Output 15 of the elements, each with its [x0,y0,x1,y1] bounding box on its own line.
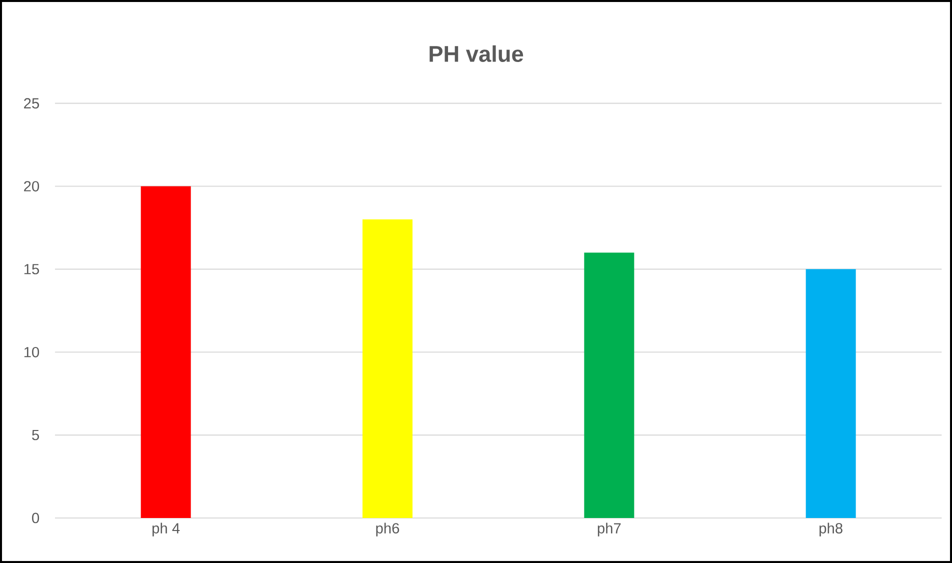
y-tick-label: 0 [32,512,40,524]
bar [140,186,191,518]
x-tick-label: ph6 [376,522,400,536]
x-tick-label: ph 4 [152,522,180,536]
bar [584,252,634,518]
y-tick-label: 25 [24,98,39,109]
x-tick-label: ph7 [598,522,621,536]
y-tick-label: 15 [24,264,39,274]
y-tick-label: 5 [32,430,40,440]
x-tick-label: ph8 [820,522,842,536]
bar [806,269,856,518]
bar [362,219,413,518]
y-tick-label: 20 [24,181,40,192]
y-tick-label: 10 [24,346,40,358]
chart-title: PH value [430,45,524,62]
